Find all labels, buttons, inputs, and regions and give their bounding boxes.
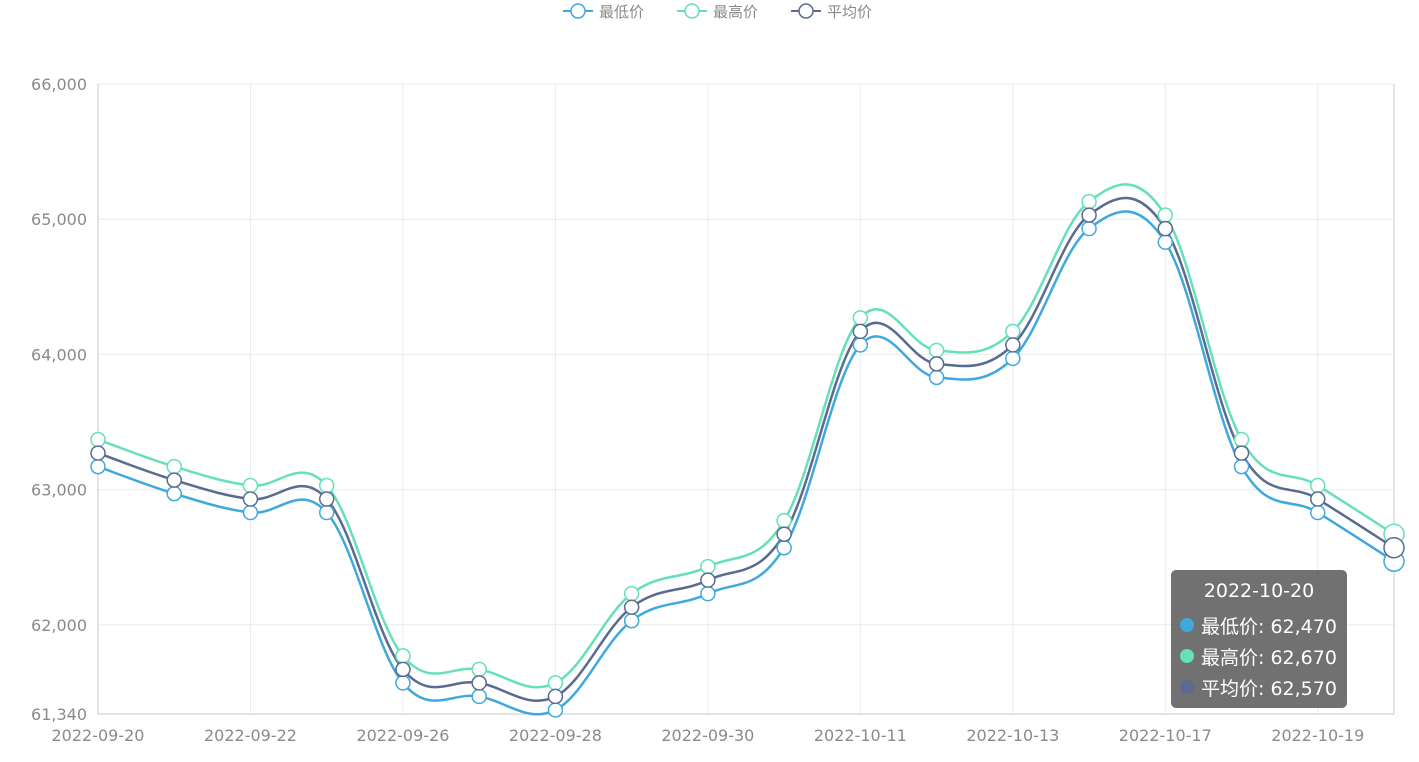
data-point-avg xyxy=(700,572,716,588)
data-point-max xyxy=(547,675,564,691)
data-point-min xyxy=(776,539,792,556)
legend-label-max: 最高价 xyxy=(713,2,759,21)
legend-label-min: 最低价 xyxy=(599,2,645,21)
data-point-min xyxy=(242,504,259,521)
legend-item-max[interactable]: 最高价 xyxy=(677,0,758,22)
data-point-avg xyxy=(928,356,945,372)
data-point-min xyxy=(928,369,945,386)
data-point-avg xyxy=(90,445,106,461)
legend-label-avg: 平均价 xyxy=(827,2,873,21)
series-points xyxy=(90,193,1405,718)
x-tick-label: 2022-10-11 xyxy=(814,726,907,745)
data-point-avg xyxy=(776,526,792,542)
data-point-avg xyxy=(471,675,487,691)
data-point-max xyxy=(242,477,259,494)
tooltip-avg-text: 平均价: 62,570 xyxy=(1201,677,1337,700)
tooltip-row-avg: 平均价: 62,570 xyxy=(1180,675,1337,700)
data-point-min xyxy=(395,675,411,691)
data-point-min xyxy=(1005,350,1021,367)
data-point-avg xyxy=(1157,220,1174,237)
data-point-avg xyxy=(318,491,335,507)
data-point-min xyxy=(700,585,716,602)
data-point-max xyxy=(776,512,792,529)
tooltip-max-text: 最高价: 62,670 xyxy=(1201,646,1337,669)
data-point-min xyxy=(1157,234,1174,250)
tooltip-max-dot-icon xyxy=(1180,649,1194,663)
x-tick-label: 2022-09-22 xyxy=(204,726,297,745)
legend-min-icon xyxy=(563,3,593,19)
data-point-avg xyxy=(623,599,640,615)
data-point-max xyxy=(1310,477,1326,494)
data-point-avg xyxy=(852,323,869,340)
x-tick-label: 2022-09-20 xyxy=(52,726,145,745)
data-point-max xyxy=(471,661,487,678)
x-tick-label: 2022-10-13 xyxy=(966,726,1059,745)
data-point-avg xyxy=(1081,207,1097,223)
tooltip-min-text: 最低价: 62,470 xyxy=(1201,615,1337,638)
data-point-avg xyxy=(547,688,564,705)
data-point-max xyxy=(852,310,869,326)
data-point-avg xyxy=(166,472,182,488)
data-point-max xyxy=(1157,207,1174,223)
y-tick-label: 63,000 xyxy=(31,481,87,500)
data-point-min xyxy=(90,458,106,475)
data-point-max xyxy=(90,431,106,448)
y-tick-label: 64,000 xyxy=(31,345,87,364)
data-point-min xyxy=(1081,220,1097,237)
x-tick-label: 2022-09-28 xyxy=(509,726,602,745)
data-point-max xyxy=(623,585,640,602)
data-point-max xyxy=(318,477,335,494)
data-point-min xyxy=(1310,504,1326,521)
data-point-min xyxy=(166,485,182,502)
legend-avg-icon xyxy=(791,3,821,19)
x-tick-label: 2022-09-30 xyxy=(661,726,754,745)
data-point-max xyxy=(700,558,716,575)
data-point-min xyxy=(1233,458,1250,475)
data-point-min xyxy=(547,702,564,718)
legend-item-avg[interactable]: 平均价 xyxy=(791,0,872,22)
tooltip-row-min: 最低价: 62,470 xyxy=(1180,613,1337,638)
x-tick-label: 2022-10-19 xyxy=(1271,726,1364,745)
legend: 最低价 最高价 平均价 xyxy=(0,0,1419,24)
legend-item-min[interactable]: 最低价 xyxy=(563,0,644,22)
x-tick-label: 2022-09-26 xyxy=(356,726,449,745)
data-point-max xyxy=(395,648,411,664)
axes: 61,340 62,000 63,000 64,000 65,000 66,000 2022… xyxy=(31,75,1395,745)
y-tick-label: 61,340 xyxy=(31,705,87,724)
data-point-avg xyxy=(242,491,259,507)
data-point-min xyxy=(318,504,335,521)
x-tick-label: 2022-10-17 xyxy=(1119,726,1212,745)
data-point-max xyxy=(1081,193,1097,210)
legend-max-icon xyxy=(677,3,707,19)
data-point-max xyxy=(166,458,182,475)
data-point-max xyxy=(1233,431,1250,448)
tooltip-min-dot-icon xyxy=(1180,618,1194,632)
data-point-min xyxy=(852,337,869,353)
data-point-avg xyxy=(1233,445,1250,461)
data-point-min xyxy=(471,688,487,705)
data-point-max xyxy=(1005,323,1021,340)
y-tick-label: 66,000 xyxy=(31,75,87,94)
tooltip-avg-dot-icon xyxy=(1180,680,1194,694)
tooltip-title: 2022-10-20 xyxy=(1203,580,1315,602)
data-point-avg xyxy=(395,661,411,678)
data-point-avg xyxy=(1005,337,1021,353)
y-tick-label: 65,000 xyxy=(31,210,87,229)
data-point-avg xyxy=(1310,491,1326,507)
data-point-min xyxy=(623,612,640,629)
tooltip-row-max: 最高价: 62,670 xyxy=(1180,644,1337,669)
tooltip: 2022-10-20 最低价: 62,470 最高价: 62,670 平均价: … xyxy=(1171,570,1347,708)
data-point-max xyxy=(928,342,945,359)
data-point-avg xyxy=(1383,536,1405,559)
y-tick-label: 62,000 xyxy=(31,616,87,635)
